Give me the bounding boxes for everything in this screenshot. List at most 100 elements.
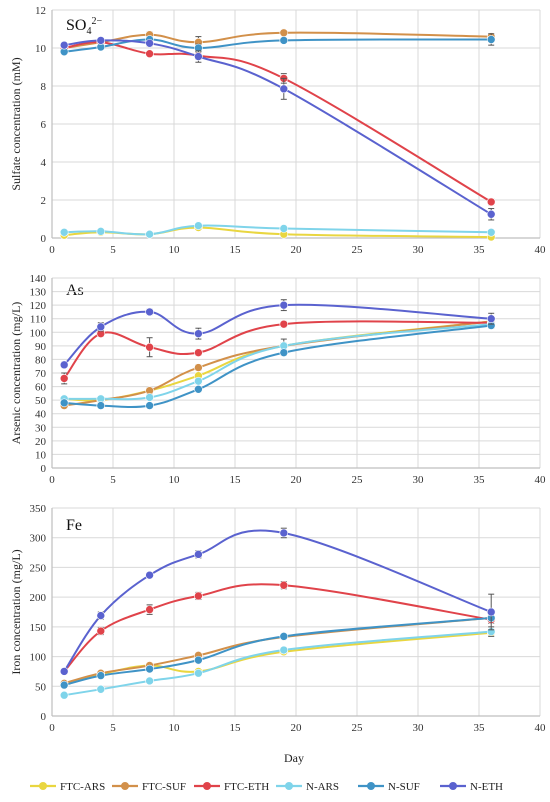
iron-y-tick-label: 50 [35, 681, 47, 693]
arsenic-point-n-suf [59, 398, 69, 408]
iron-y-tick-label: 150 [30, 622, 47, 634]
arsenic-point-ftc-suf [194, 363, 203, 372]
arsenic-point-ftc-eth [279, 319, 289, 329]
arsenic-point-n-eth [145, 307, 154, 317]
sulfate-point-n-ars [145, 229, 154, 239]
arsenic-x-tick-label: 20 [291, 474, 303, 486]
arsenic-point-ftc-eth [145, 342, 154, 352]
iron-y-tick-label: 350 [30, 503, 47, 515]
arsenic-x-tick-label: 10 [169, 474, 181, 486]
legend-marker-n-suf [367, 782, 375, 790]
sulfate-y-tick-label: 6 [41, 119, 47, 131]
arsenic-x-tick-label: 5 [110, 474, 116, 486]
iron-x-tick-label: 5 [110, 722, 116, 734]
arsenic-y-tick-label: 10 [35, 449, 47, 461]
sulfate-point-ftc-eth [145, 49, 154, 59]
arsenic-point-n-suf [194, 384, 203, 394]
arsenic-series-line-n-ars [64, 323, 492, 401]
arsenic-y-tick-label: 90 [35, 341, 47, 353]
sulfate-point-n-ars [59, 228, 69, 237]
sulfate-x-tick-label: 15 [230, 244, 242, 256]
iron-point-n-eth [486, 607, 496, 617]
sulfate-x-tick-label: 20 [291, 244, 303, 256]
arsenic-y-tick-label: 130 [30, 287, 47, 299]
x-axis-label: Day [284, 751, 304, 765]
arsenic-point-n-eth [194, 329, 203, 338]
arsenic-x-tick-label: 35 [474, 474, 486, 486]
arsenic-y-axis-label: Arsenic concentration (mg/L) [9, 302, 23, 445]
iron-y-axis-label: Iron concentration (mg/L) [9, 549, 23, 674]
legend-marker-ftc-suf [121, 782, 129, 790]
iron-point-n-suf [194, 655, 203, 665]
arsenic-y-tick-label: 110 [30, 314, 47, 326]
arsenic-point-n-eth [486, 314, 496, 324]
legend-label-ftc-suf: FTC-SUF [142, 781, 186, 793]
sulfate-x-tick-label: 35 [474, 244, 486, 256]
iron-point-n-eth [59, 667, 69, 676]
arsenic-point-n-eth [59, 360, 69, 370]
sulfate-point-n-eth [59, 40, 69, 50]
sulfate-y-axis-label: Sulfate concentration (mM) [9, 57, 23, 190]
iron-point-n-ars [279, 645, 289, 655]
arsenic-point-n-suf [279, 348, 289, 357]
iron-point-n-suf [145, 664, 154, 674]
sulfate-x-tick-label: 0 [49, 244, 55, 256]
sulfate-point-n-ars [96, 227, 106, 236]
arsenic-y-tick-label: 50 [35, 395, 47, 407]
arsenic-y-tick-label: 0 [41, 463, 47, 475]
sulfate-point-n-suf [486, 35, 496, 44]
iron-x-tick-label: 40 [535, 722, 547, 734]
sulfate-x-tick-label: 30 [413, 244, 425, 256]
sulfate-point-n-eth [194, 52, 203, 61]
legend: FTC-ARS FTC-SUF FTC-ETH N-ARS N-SUF N-ETH [30, 781, 503, 793]
iron-point-n-suf [59, 680, 69, 690]
iron-point-n-ars [194, 668, 203, 678]
iron-x-tick-label: 30 [413, 722, 425, 734]
iron-point-n-ars [145, 676, 154, 686]
legend-label-n-eth: N-ETH [470, 781, 503, 793]
sulfate-y-tick-label: 4 [41, 157, 47, 169]
iron-y-tick-label: 0 [41, 711, 47, 723]
iron-y-tick-label: 200 [30, 592, 47, 604]
arsenic-panel: As 0 5 10 15 20 25 30 35 40010203040506070809010… [9, 273, 546, 486]
arsenic-point-n-suf [96, 401, 106, 410]
sulfate-point-n-ars [486, 228, 496, 237]
arsenic-panel-title: As [66, 282, 84, 299]
arsenic-point-n-suf [145, 401, 154, 410]
iron-point-n-eth [145, 570, 154, 580]
arsenic-point-n-eth [96, 322, 106, 332]
sulfate-series-line-ftc-eth [64, 41, 492, 203]
arsenic-y-tick-label: 120 [30, 300, 47, 312]
arsenic-y-tick-label: 70 [35, 368, 47, 380]
iron-x-tick-label: 25 [352, 722, 364, 734]
iron-x-tick-label: 35 [474, 722, 486, 734]
sulfate-x-tick-label: 5 [110, 244, 116, 256]
sulfate-y-tick-label: 2 [41, 195, 47, 207]
iron-x-tick-label: 20 [291, 722, 303, 734]
sulfate-point-n-suf [279, 36, 289, 45]
arsenic-x-tick-label: 30 [413, 474, 425, 486]
iron-point-ftc-eth [194, 591, 203, 601]
sulfate-x-tick-label: 40 [535, 244, 547, 256]
sulfate-y-tick-label: 10 [35, 43, 47, 55]
iron-point-ftc-eth [145, 605, 154, 614]
iron-point-n-eth [279, 528, 289, 538]
legend-marker-n-ars [285, 782, 293, 790]
iron-point-n-eth [96, 611, 106, 620]
iron-series-line-n-ars [64, 630, 492, 697]
arsenic-y-tick-label: 40 [35, 409, 47, 421]
arsenic-series-line-n-eth [63, 303, 492, 366]
iron-panel-title: Fe [66, 517, 82, 534]
sulfate-y-tick-label: 0 [41, 233, 47, 245]
arsenic-point-n-ars [194, 376, 203, 386]
arsenic-y-tick-label: 60 [35, 382, 47, 394]
arsenic-x-tick-label: 25 [352, 474, 364, 486]
iron-panel: Fe 0 5 10 15 20 25 30 35 40 0 50 100 150 200 250 300 350… [9, 503, 546, 734]
sulfate-panel: SO42− 0 5 10 15 20 25 30 35 40 0 2 4 6 8 10 12 Sulfate c… [9, 5, 546, 256]
arsenic-x-tick-label: 40 [535, 474, 547, 486]
iron-series-line-ftc-ars [63, 631, 492, 687]
sulfate-point-n-ars [194, 221, 203, 230]
sulfate-point-n-eth [145, 38, 154, 48]
iron-x-tick-label: 15 [230, 722, 242, 734]
